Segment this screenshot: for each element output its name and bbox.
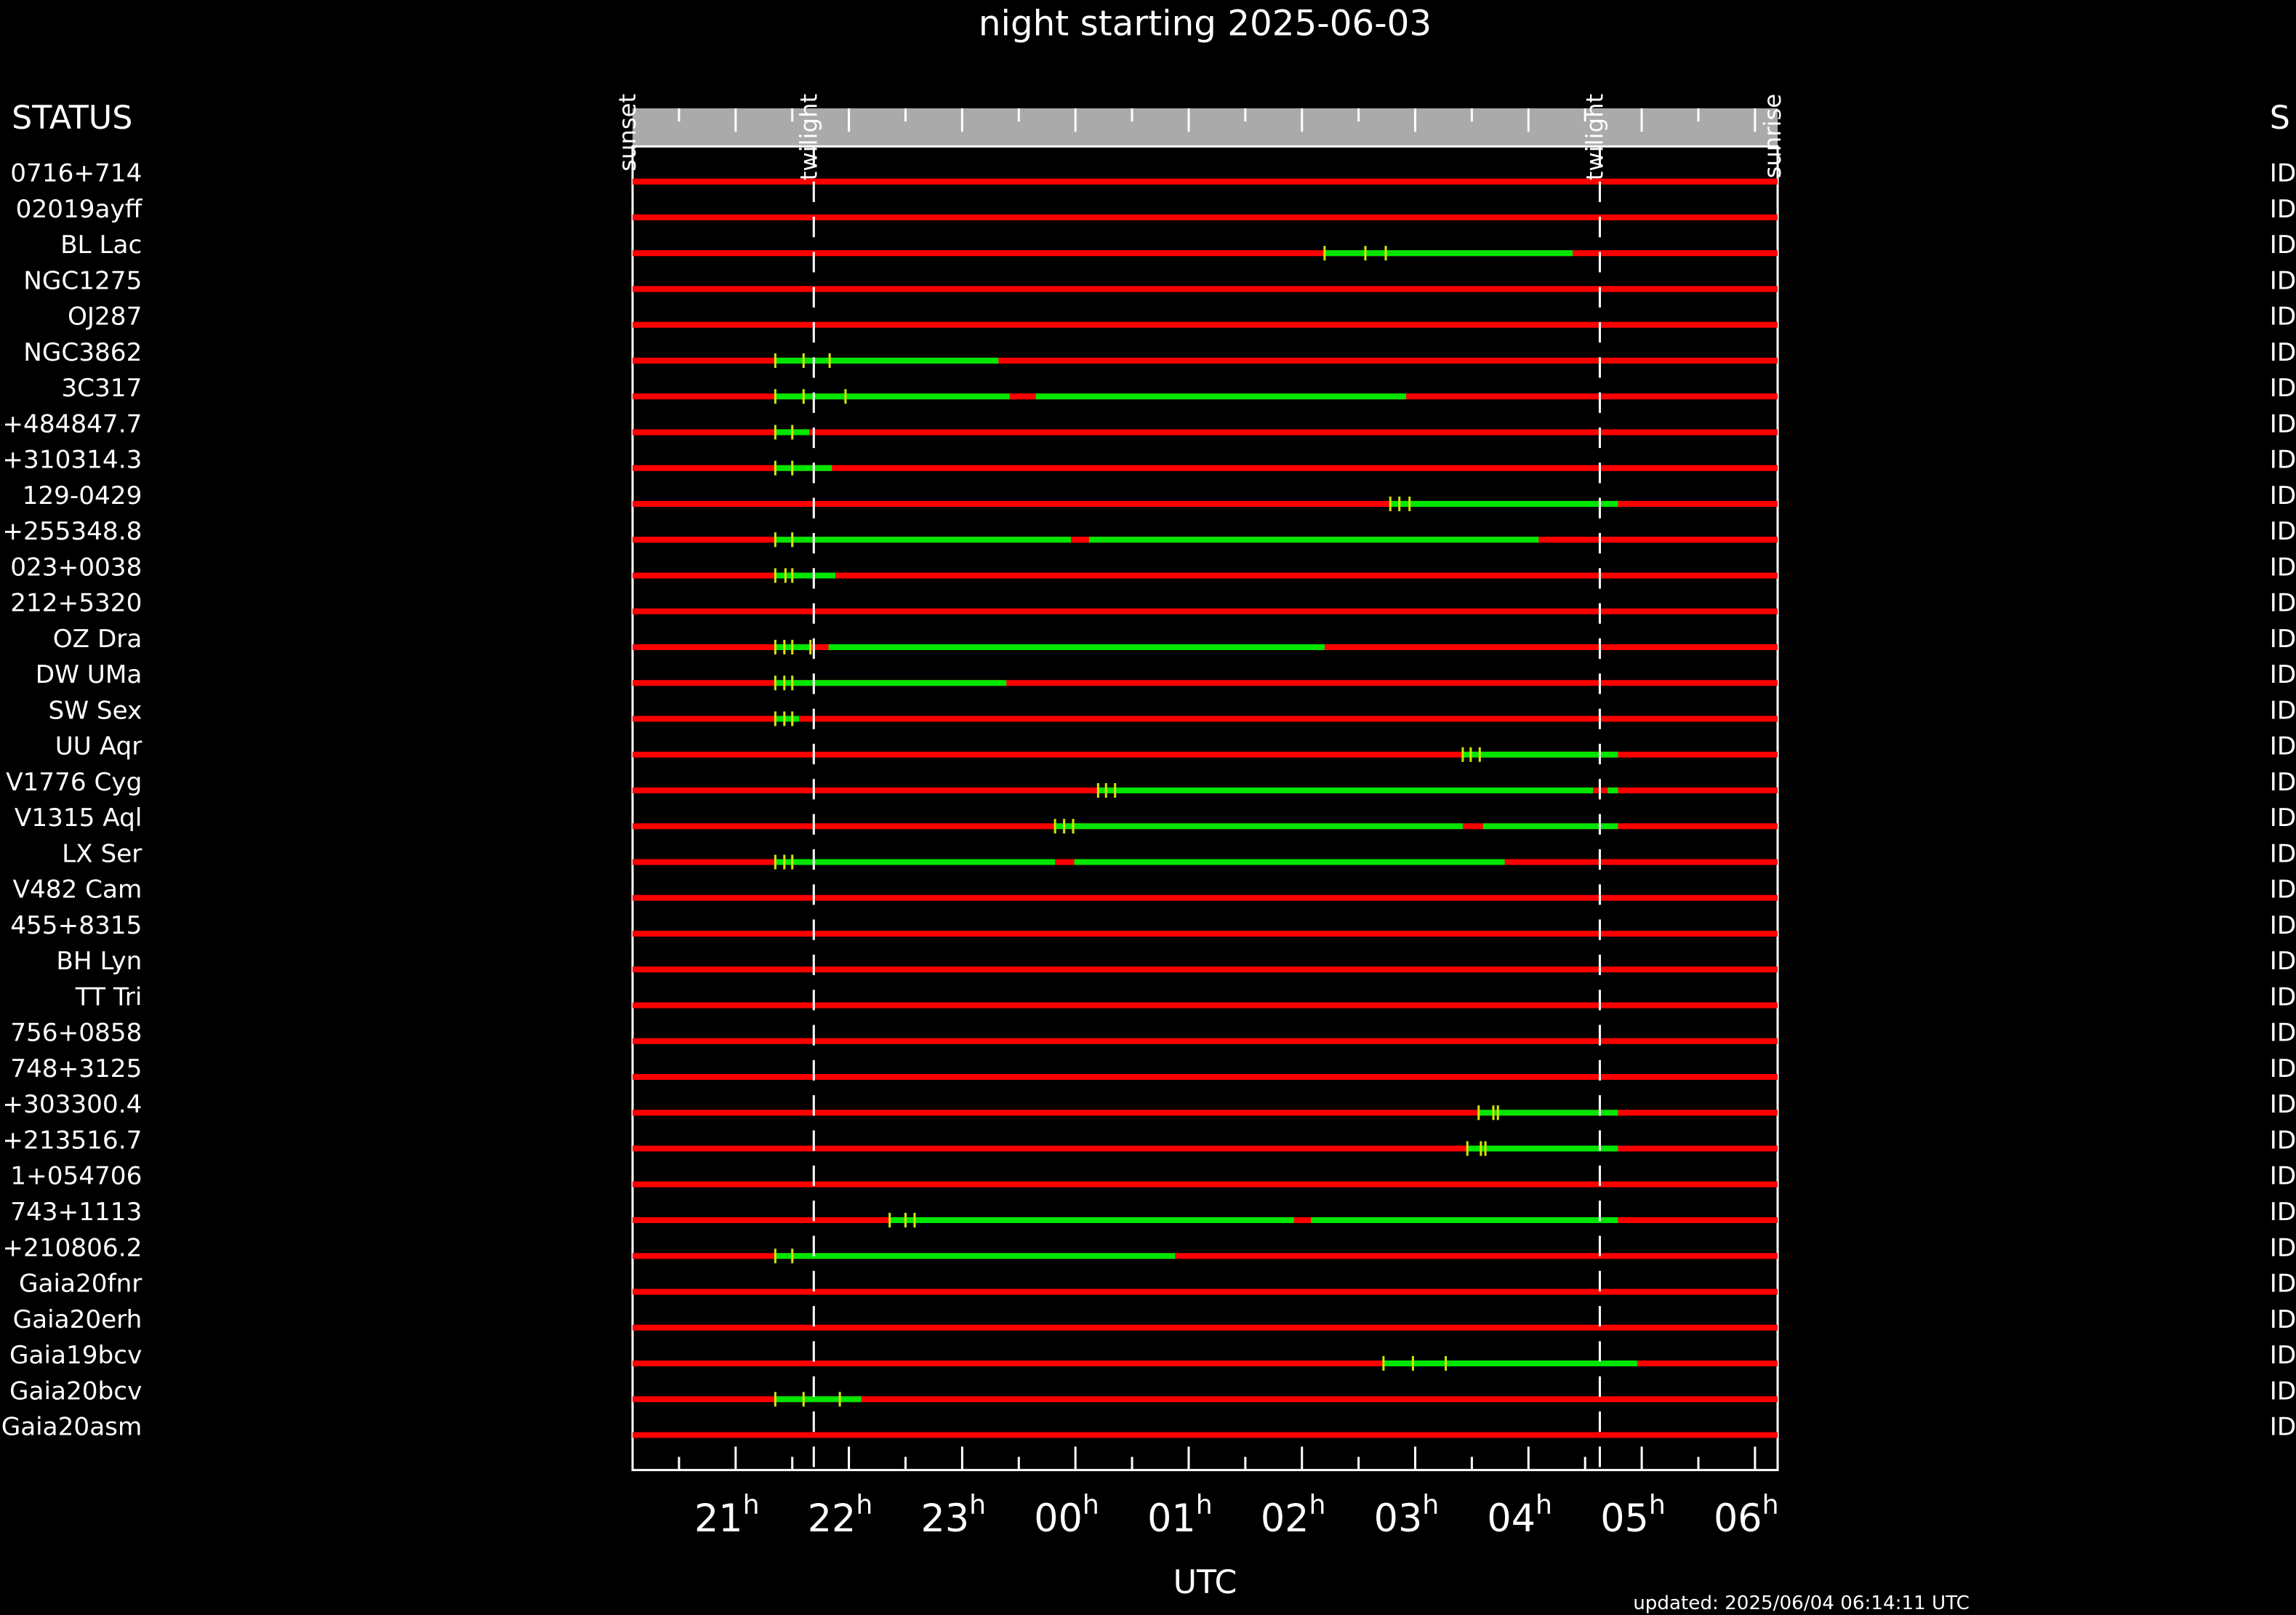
- row-label: Gaia20bcv: [9, 1376, 142, 1406]
- row-label: Gaia20erh: [13, 1305, 143, 1334]
- row-label: UU Aqr: [55, 732, 143, 761]
- row-status: ID: [2270, 1233, 2296, 1262]
- row-status: ID: [2270, 1019, 2296, 1048]
- row-label: NGC1275: [23, 266, 142, 295]
- row-label: +484847.7: [2, 409, 142, 438]
- row-status: ID: [2270, 1376, 2296, 1406]
- x-axis-label: UTC: [1173, 1564, 1237, 1601]
- row-label: 1+054706: [10, 1162, 142, 1191]
- footer: updated: 2025/06/04 06:14:11 UTC: [1633, 1592, 1970, 1614]
- row-label: 129-0429: [23, 481, 143, 510]
- plot-frame: [631, 145, 1779, 1472]
- row-label: DW UMa: [36, 660, 143, 689]
- row-status: ID: [2270, 1054, 2296, 1083]
- row-status: ID: [2270, 159, 2296, 188]
- row-label: V1315 Aql: [15, 804, 142, 833]
- row-label: +310314.3: [2, 446, 142, 475]
- event-label: twilight: [795, 94, 822, 180]
- row-status: ID: [2270, 374, 2296, 403]
- row-status: ID: [2270, 1341, 2296, 1370]
- row-label: Gaia20fnr: [19, 1270, 143, 1299]
- row-status: ID: [2270, 625, 2296, 654]
- status-header-right: S: [2270, 100, 2290, 137]
- row-status: ID: [2270, 589, 2296, 618]
- row-status: ID: [2270, 1162, 2296, 1191]
- row-status: ID: [2270, 338, 2296, 367]
- row-status: ID: [2270, 446, 2296, 475]
- row-status: ID: [2270, 1198, 2296, 1227]
- row-label: 748+3125: [10, 1054, 142, 1083]
- row-status: ID: [2270, 481, 2296, 510]
- row-label: OJ287: [68, 302, 142, 332]
- row-status: ID: [2270, 553, 2296, 582]
- row-label: 023+0038: [10, 553, 142, 582]
- row-label: +210806.2: [2, 1233, 142, 1262]
- row-status: ID: [2270, 1305, 2296, 1334]
- row-status: ID: [2270, 266, 2296, 295]
- row-label: V482 Cam: [13, 875, 143, 905]
- row-status: ID: [2270, 804, 2296, 833]
- row-label: 455+8315: [10, 911, 142, 940]
- event-label: sunrise: [1759, 94, 1786, 178]
- row-status: ID: [2270, 1090, 2296, 1119]
- row-label: +303300.4: [2, 1090, 142, 1119]
- event-label: sunset: [614, 94, 641, 172]
- row-label: SW Sex: [48, 696, 142, 725]
- row-status: ID: [2270, 409, 2296, 438]
- row-status: ID: [2270, 195, 2296, 224]
- row-status: ID: [2270, 1270, 2296, 1299]
- row-status: ID: [2270, 839, 2296, 868]
- row-label: 756+0858: [10, 1019, 142, 1048]
- row-status: ID: [2270, 231, 2296, 260]
- row-label: OZ Dra: [53, 625, 143, 654]
- row-status: ID: [2270, 1126, 2296, 1155]
- row-status: ID: [2270, 302, 2296, 332]
- row-status: ID: [2270, 875, 2296, 905]
- event-label: twilight: [1581, 94, 1608, 180]
- row-label: 3C317: [61, 374, 142, 403]
- row-status: ID: [2270, 660, 2296, 689]
- row-status: ID: [2270, 1413, 2296, 1442]
- row-status: ID: [2270, 983, 2296, 1012]
- row-label: TT Tri: [75, 983, 143, 1012]
- row-label: 743+1113: [10, 1198, 142, 1227]
- row-label: 0716+714: [10, 159, 142, 188]
- row-label: NGC3862: [23, 338, 142, 367]
- row-label: 212+5320: [10, 589, 142, 618]
- row-label: Gaia19bcv: [9, 1341, 142, 1370]
- row-status: ID: [2270, 947, 2296, 976]
- row-label: BL Lac: [60, 231, 142, 260]
- row-label: Gaia20asm: [1, 1413, 143, 1442]
- chart-title: night starting 2025-06-03: [979, 3, 1432, 44]
- row-label: LX Ser: [62, 839, 143, 868]
- row-status: ID: [2270, 732, 2296, 761]
- row-label: +255348.8: [2, 517, 142, 546]
- row-label: BH Lyn: [56, 947, 142, 976]
- row-label: +213516.7: [2, 1126, 142, 1155]
- row-label: V1776 Cyg: [6, 768, 142, 797]
- header-bar: [633, 108, 1778, 147]
- row-status: ID: [2270, 768, 2296, 797]
- row-label: 02019ayff: [16, 195, 143, 224]
- row-status: ID: [2270, 696, 2296, 725]
- status-header: STATUS: [12, 100, 132, 137]
- row-status: ID: [2270, 517, 2296, 546]
- row-status: ID: [2270, 911, 2296, 940]
